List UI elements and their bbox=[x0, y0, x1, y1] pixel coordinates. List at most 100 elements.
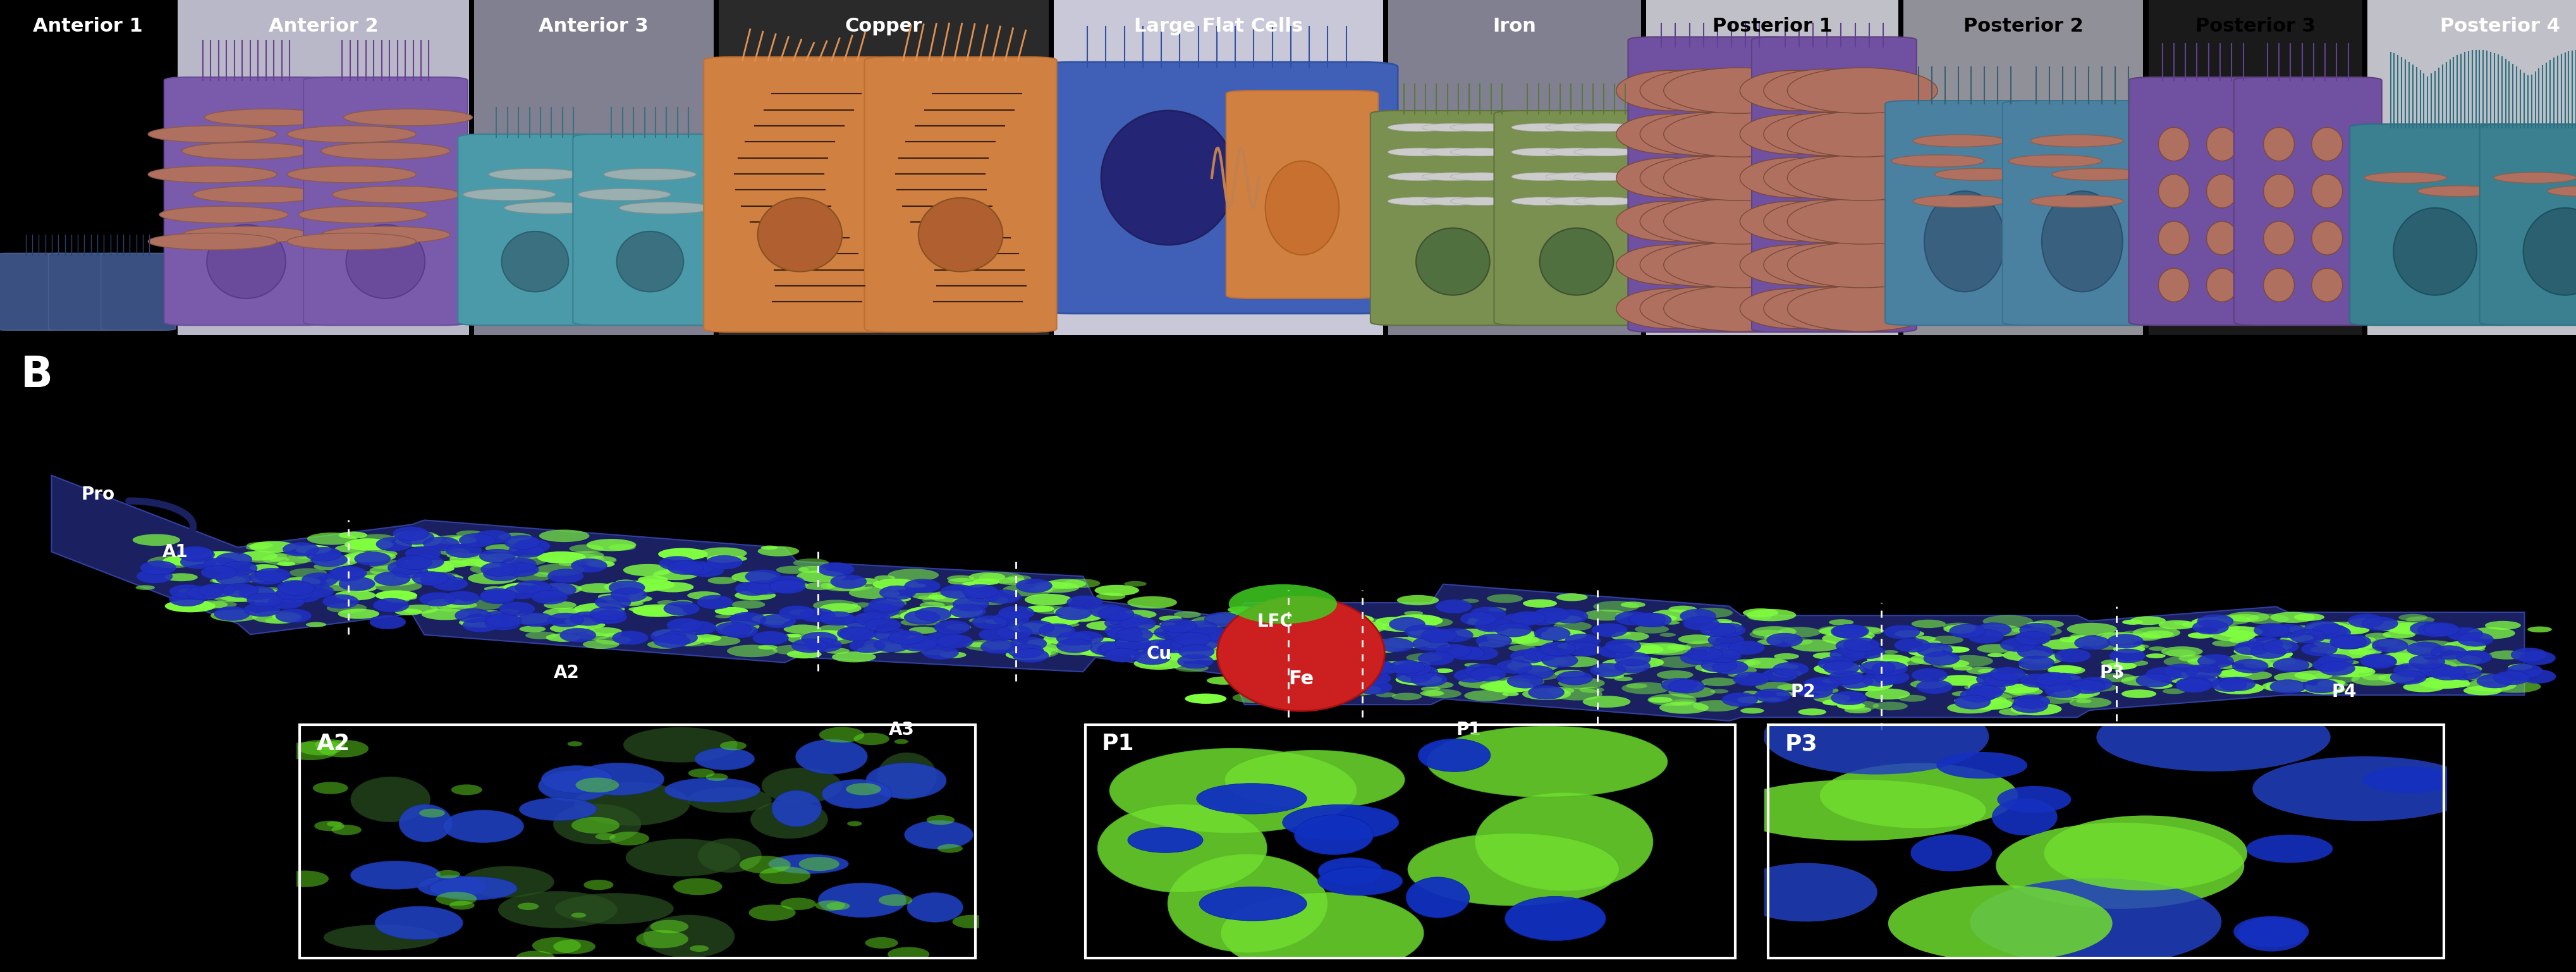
Ellipse shape bbox=[2164, 664, 2200, 677]
Circle shape bbox=[296, 555, 314, 559]
FancyBboxPatch shape bbox=[2349, 124, 2519, 326]
Circle shape bbox=[1965, 667, 1999, 675]
Circle shape bbox=[1180, 637, 1231, 649]
Circle shape bbox=[459, 617, 500, 628]
Circle shape bbox=[1131, 649, 1180, 661]
Text: P4: P4 bbox=[2331, 683, 2357, 701]
Circle shape bbox=[1010, 645, 1056, 657]
Ellipse shape bbox=[1641, 69, 1770, 112]
Circle shape bbox=[819, 727, 866, 743]
Circle shape bbox=[1002, 584, 1054, 596]
Circle shape bbox=[1188, 620, 1203, 624]
Circle shape bbox=[2548, 186, 2576, 196]
Circle shape bbox=[2233, 646, 2275, 656]
Ellipse shape bbox=[250, 571, 286, 585]
Ellipse shape bbox=[1765, 698, 1989, 775]
Ellipse shape bbox=[1664, 242, 1814, 288]
Circle shape bbox=[1891, 155, 1984, 167]
Circle shape bbox=[2179, 655, 2208, 662]
Circle shape bbox=[1937, 645, 1955, 649]
Circle shape bbox=[2287, 635, 2313, 641]
Circle shape bbox=[1162, 651, 1195, 660]
Ellipse shape bbox=[850, 639, 886, 653]
Circle shape bbox=[307, 622, 327, 627]
Circle shape bbox=[2349, 647, 2383, 655]
Text: Copper: Copper bbox=[845, 17, 922, 35]
Circle shape bbox=[2004, 699, 2020, 703]
Ellipse shape bbox=[1401, 665, 1437, 678]
Circle shape bbox=[1072, 642, 1121, 653]
Circle shape bbox=[866, 634, 894, 641]
Circle shape bbox=[1154, 640, 1170, 643]
Circle shape bbox=[824, 648, 850, 654]
Circle shape bbox=[1917, 644, 1945, 652]
Circle shape bbox=[716, 621, 760, 632]
Ellipse shape bbox=[1528, 685, 1564, 700]
Circle shape bbox=[948, 575, 974, 582]
Ellipse shape bbox=[1167, 854, 1327, 953]
Circle shape bbox=[1185, 649, 1231, 661]
Circle shape bbox=[1388, 148, 1450, 156]
Circle shape bbox=[585, 556, 616, 565]
Circle shape bbox=[2143, 631, 2174, 639]
Ellipse shape bbox=[554, 893, 672, 924]
Circle shape bbox=[461, 600, 502, 610]
Ellipse shape bbox=[2311, 174, 2342, 208]
Circle shape bbox=[814, 600, 858, 611]
Text: LFC: LFC bbox=[1257, 613, 1293, 631]
Circle shape bbox=[716, 614, 732, 618]
Circle shape bbox=[2002, 649, 2050, 661]
Circle shape bbox=[1731, 660, 1754, 666]
Circle shape bbox=[616, 579, 636, 584]
Circle shape bbox=[894, 739, 909, 744]
Circle shape bbox=[1777, 684, 1803, 691]
Circle shape bbox=[2058, 637, 2084, 642]
Ellipse shape bbox=[1517, 666, 1553, 679]
Circle shape bbox=[2215, 672, 2236, 677]
Circle shape bbox=[2251, 644, 2272, 650]
Circle shape bbox=[469, 573, 518, 584]
Circle shape bbox=[1643, 643, 1692, 655]
Circle shape bbox=[1582, 696, 1631, 708]
Ellipse shape bbox=[1917, 642, 1953, 657]
Circle shape bbox=[2378, 654, 2411, 663]
Circle shape bbox=[2527, 626, 2553, 633]
Circle shape bbox=[160, 206, 289, 223]
FancyBboxPatch shape bbox=[49, 253, 124, 330]
Ellipse shape bbox=[2002, 638, 2038, 652]
Ellipse shape bbox=[392, 527, 428, 540]
Ellipse shape bbox=[2020, 656, 2056, 670]
Circle shape bbox=[2249, 655, 2298, 667]
Ellipse shape bbox=[1860, 673, 1896, 686]
Circle shape bbox=[1401, 661, 1430, 668]
Ellipse shape bbox=[1206, 612, 1242, 626]
Circle shape bbox=[909, 627, 938, 634]
Ellipse shape bbox=[863, 604, 899, 617]
Circle shape bbox=[2378, 674, 2414, 682]
Circle shape bbox=[688, 769, 714, 778]
Ellipse shape bbox=[1255, 667, 1291, 680]
Circle shape bbox=[1512, 173, 1574, 181]
Circle shape bbox=[945, 624, 971, 630]
Circle shape bbox=[1133, 657, 1185, 670]
Circle shape bbox=[1790, 640, 1839, 651]
Circle shape bbox=[855, 614, 881, 621]
Ellipse shape bbox=[355, 552, 392, 566]
Ellipse shape bbox=[1662, 678, 1698, 692]
Circle shape bbox=[2378, 639, 2419, 648]
Circle shape bbox=[587, 538, 636, 551]
Ellipse shape bbox=[2233, 659, 2269, 673]
Circle shape bbox=[2228, 637, 2257, 643]
Circle shape bbox=[799, 857, 840, 871]
Ellipse shape bbox=[2362, 767, 2458, 793]
Circle shape bbox=[2331, 625, 2370, 635]
Circle shape bbox=[314, 739, 345, 749]
Ellipse shape bbox=[922, 645, 958, 660]
Circle shape bbox=[688, 591, 721, 600]
Ellipse shape bbox=[2136, 674, 2172, 687]
Ellipse shape bbox=[502, 563, 538, 576]
Ellipse shape bbox=[376, 538, 412, 551]
Circle shape bbox=[335, 590, 376, 601]
Ellipse shape bbox=[1765, 113, 1893, 156]
Circle shape bbox=[845, 783, 881, 795]
